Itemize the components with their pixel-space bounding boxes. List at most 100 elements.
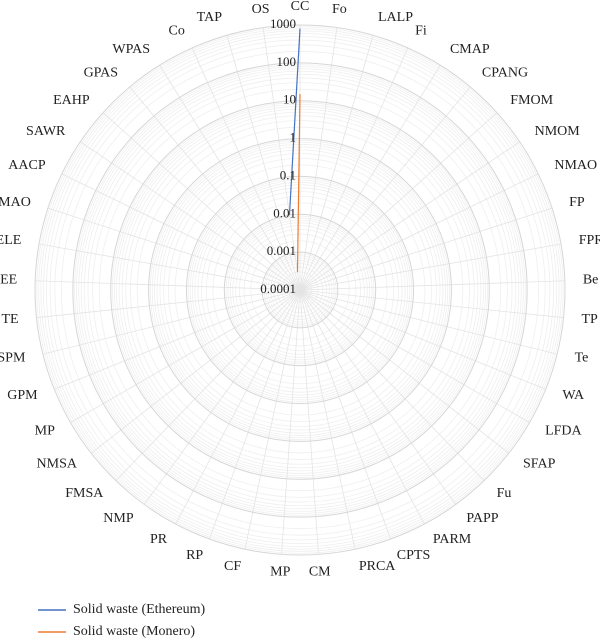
category-label: CM	[309, 565, 331, 580]
category-label: WPAS	[112, 42, 150, 57]
grid-ring	[261, 251, 339, 329]
category-label: CMAP	[450, 42, 490, 57]
category-label: FMOM	[510, 93, 553, 108]
category-label: SFAP	[523, 456, 556, 471]
category-label: ELE	[0, 233, 21, 248]
spoke	[299, 289, 319, 555]
category-label: Fu	[497, 486, 512, 501]
spoke	[175, 289, 301, 525]
spoke	[36, 289, 301, 319]
spoke	[299, 289, 485, 481]
spoke	[299, 112, 498, 291]
category-label: AACP	[8, 158, 46, 173]
spoke	[102, 112, 301, 291]
category-label: SAWR	[26, 124, 66, 139]
category-label: PAPP	[466, 511, 498, 526]
spoke	[299, 289, 457, 505]
category-label: MP	[270, 565, 290, 580]
category-label: GPM	[7, 388, 38, 403]
spoke	[226, 35, 301, 291]
category-label: CPANG	[482, 65, 528, 80]
spoke	[244, 289, 301, 550]
spoke	[299, 289, 564, 319]
grid-ring	[34, 24, 566, 556]
spoke	[281, 289, 301, 555]
category-label: Te	[575, 351, 589, 366]
category-label: OS	[252, 2, 270, 17]
category-label: GPAS	[84, 65, 119, 80]
spoke	[299, 173, 539, 291]
spoke	[115, 289, 301, 481]
spoke	[299, 289, 546, 390]
r-tick-label: 10	[283, 92, 296, 107]
spoke	[143, 289, 301, 505]
spoke	[90, 289, 301, 454]
category-label: FP	[569, 195, 585, 210]
category-label: PRCA	[359, 559, 396, 574]
category-label: Be	[583, 272, 599, 287]
category-label: EE	[0, 272, 17, 287]
spoke	[299, 27, 338, 291]
r-tick-label: 1	[290, 130, 297, 145]
spoke	[299, 35, 374, 291]
spoke	[35, 280, 301, 291]
spoke	[299, 280, 565, 291]
grid-ring	[185, 175, 415, 405]
category-label: WA	[562, 388, 585, 403]
category-label: RP	[186, 548, 203, 563]
spoke	[80, 141, 301, 291]
series-line	[296, 94, 301, 273]
category-label: CPTS	[397, 548, 430, 563]
category-label: NMSA	[37, 456, 78, 471]
spoke	[61, 173, 301, 291]
category-label: FPR	[579, 233, 600, 248]
r-tick-label: 0.1	[280, 167, 296, 182]
legend-label: Solid waste (Monero)	[73, 624, 195, 639]
category-label: TE	[1, 312, 18, 327]
category-label: CC	[291, 0, 310, 14]
spoke	[299, 289, 392, 540]
spoke	[299, 86, 471, 291]
spoke	[299, 207, 553, 291]
r-tick-label: 100	[277, 54, 297, 69]
spoke	[299, 47, 409, 291]
category-label: SPM	[0, 351, 26, 366]
r-tick-label: 0.01	[273, 205, 296, 220]
grid-ring	[223, 213, 377, 367]
spoke	[42, 289, 301, 355]
category-label: MP	[35, 424, 55, 439]
spoke	[299, 289, 530, 423]
grid-ring	[72, 62, 528, 518]
category-label: PR	[150, 532, 168, 547]
category-label: NMAO	[554, 158, 597, 173]
spoke	[299, 141, 520, 291]
spoke	[299, 243, 562, 291]
category-label: CF	[224, 559, 241, 574]
spoke	[299, 289, 510, 454]
category-label: NMP	[103, 511, 134, 526]
spoke	[299, 65, 441, 291]
spoke	[47, 207, 301, 291]
grid-ring	[148, 138, 452, 442]
spoke	[38, 243, 301, 291]
spoke	[299, 289, 425, 525]
spoke	[54, 289, 301, 390]
r-tick-label: 0.001	[267, 243, 296, 258]
spoke	[159, 65, 301, 291]
spoke	[191, 47, 301, 291]
category-label: IMAO	[0, 195, 31, 210]
spoke	[299, 289, 558, 355]
spoke	[208, 289, 301, 540]
legend-label: Solid waste (Ethereum)	[73, 602, 206, 617]
category-label: LALP	[378, 10, 413, 25]
category-label: Fo	[332, 2, 347, 17]
category-label: PARM	[433, 532, 472, 547]
spoke	[299, 289, 356, 550]
r-tick-label: 1000	[270, 16, 296, 31]
category-label: TAP	[197, 10, 223, 25]
category-label: Fi	[415, 24, 427, 39]
category-label: EAHP	[53, 93, 90, 108]
r-tick-label: 0.0001	[260, 281, 296, 296]
category-label: FMSA	[65, 486, 104, 501]
